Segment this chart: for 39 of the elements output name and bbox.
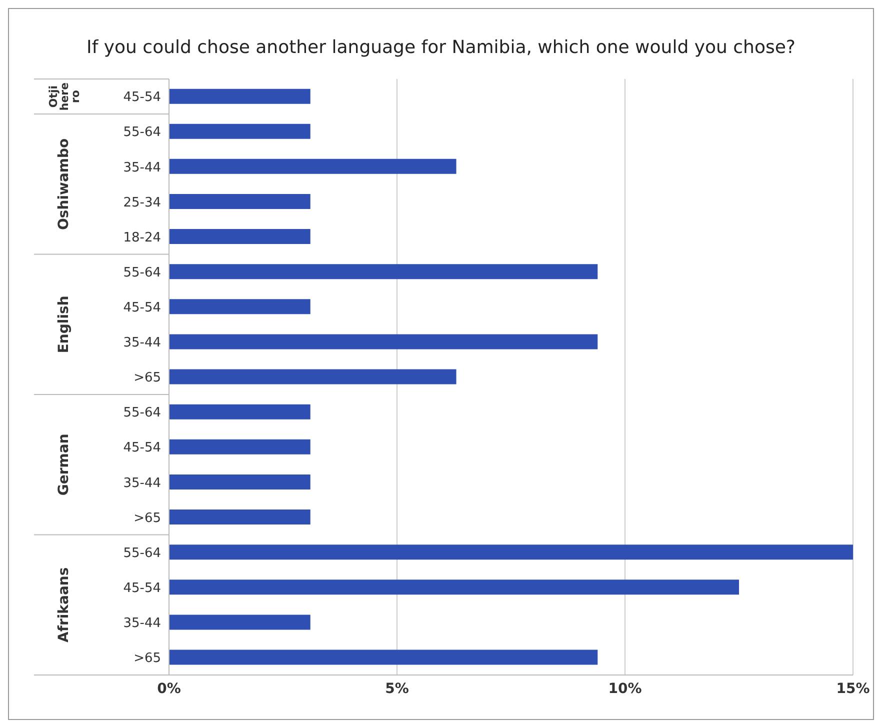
bar	[169, 404, 310, 420]
y-tick-label: >65	[134, 510, 161, 526]
y-tick-label: >65	[134, 651, 161, 666]
y-tick-label: 45-54	[123, 580, 161, 596]
y-tick-label: 55-64	[123, 546, 161, 561]
bar	[169, 369, 456, 384]
bar	[169, 88, 310, 104]
y-tick-label: 35-44	[123, 616, 161, 632]
bar	[169, 474, 310, 490]
y-tick-label: 45-54	[123, 440, 161, 456]
bar	[169, 334, 598, 350]
bar	[169, 439, 310, 454]
y-tick-label: 45-54	[123, 90, 161, 106]
bar	[169, 650, 598, 665]
x-tick-label: 0%	[157, 680, 181, 697]
bar	[169, 580, 739, 595]
y-tick-label: 35-44	[123, 476, 161, 491]
bar	[169, 510, 310, 525]
bar	[169, 544, 853, 560]
bar	[169, 158, 456, 174]
y-tick-label: 45-54	[123, 300, 161, 316]
x-tick-label: 5%	[385, 680, 409, 697]
bar	[169, 299, 310, 314]
y-tick-label: >65	[134, 370, 161, 386]
bar	[169, 194, 310, 209]
y-tick-label: 55-64	[123, 125, 161, 140]
bar	[169, 229, 310, 244]
y-tick-label: 55-64	[123, 265, 161, 280]
bar	[169, 124, 310, 139]
x-tick-label: 15%	[836, 680, 870, 697]
y-tick-label: 35-44	[123, 160, 161, 176]
y-tick-label: 35-44	[123, 336, 161, 351]
bar	[169, 264, 598, 280]
y-tick-label: 18-24	[123, 230, 161, 246]
y-tick-label: 25-34	[123, 195, 161, 210]
chart-title: If you could chose another language for Namibia, which one would you chose?	[86, 37, 796, 58]
y-tick-label: 55-64	[123, 406, 161, 421]
x-tick-label: 10%	[608, 680, 642, 697]
bar	[169, 614, 310, 630]
